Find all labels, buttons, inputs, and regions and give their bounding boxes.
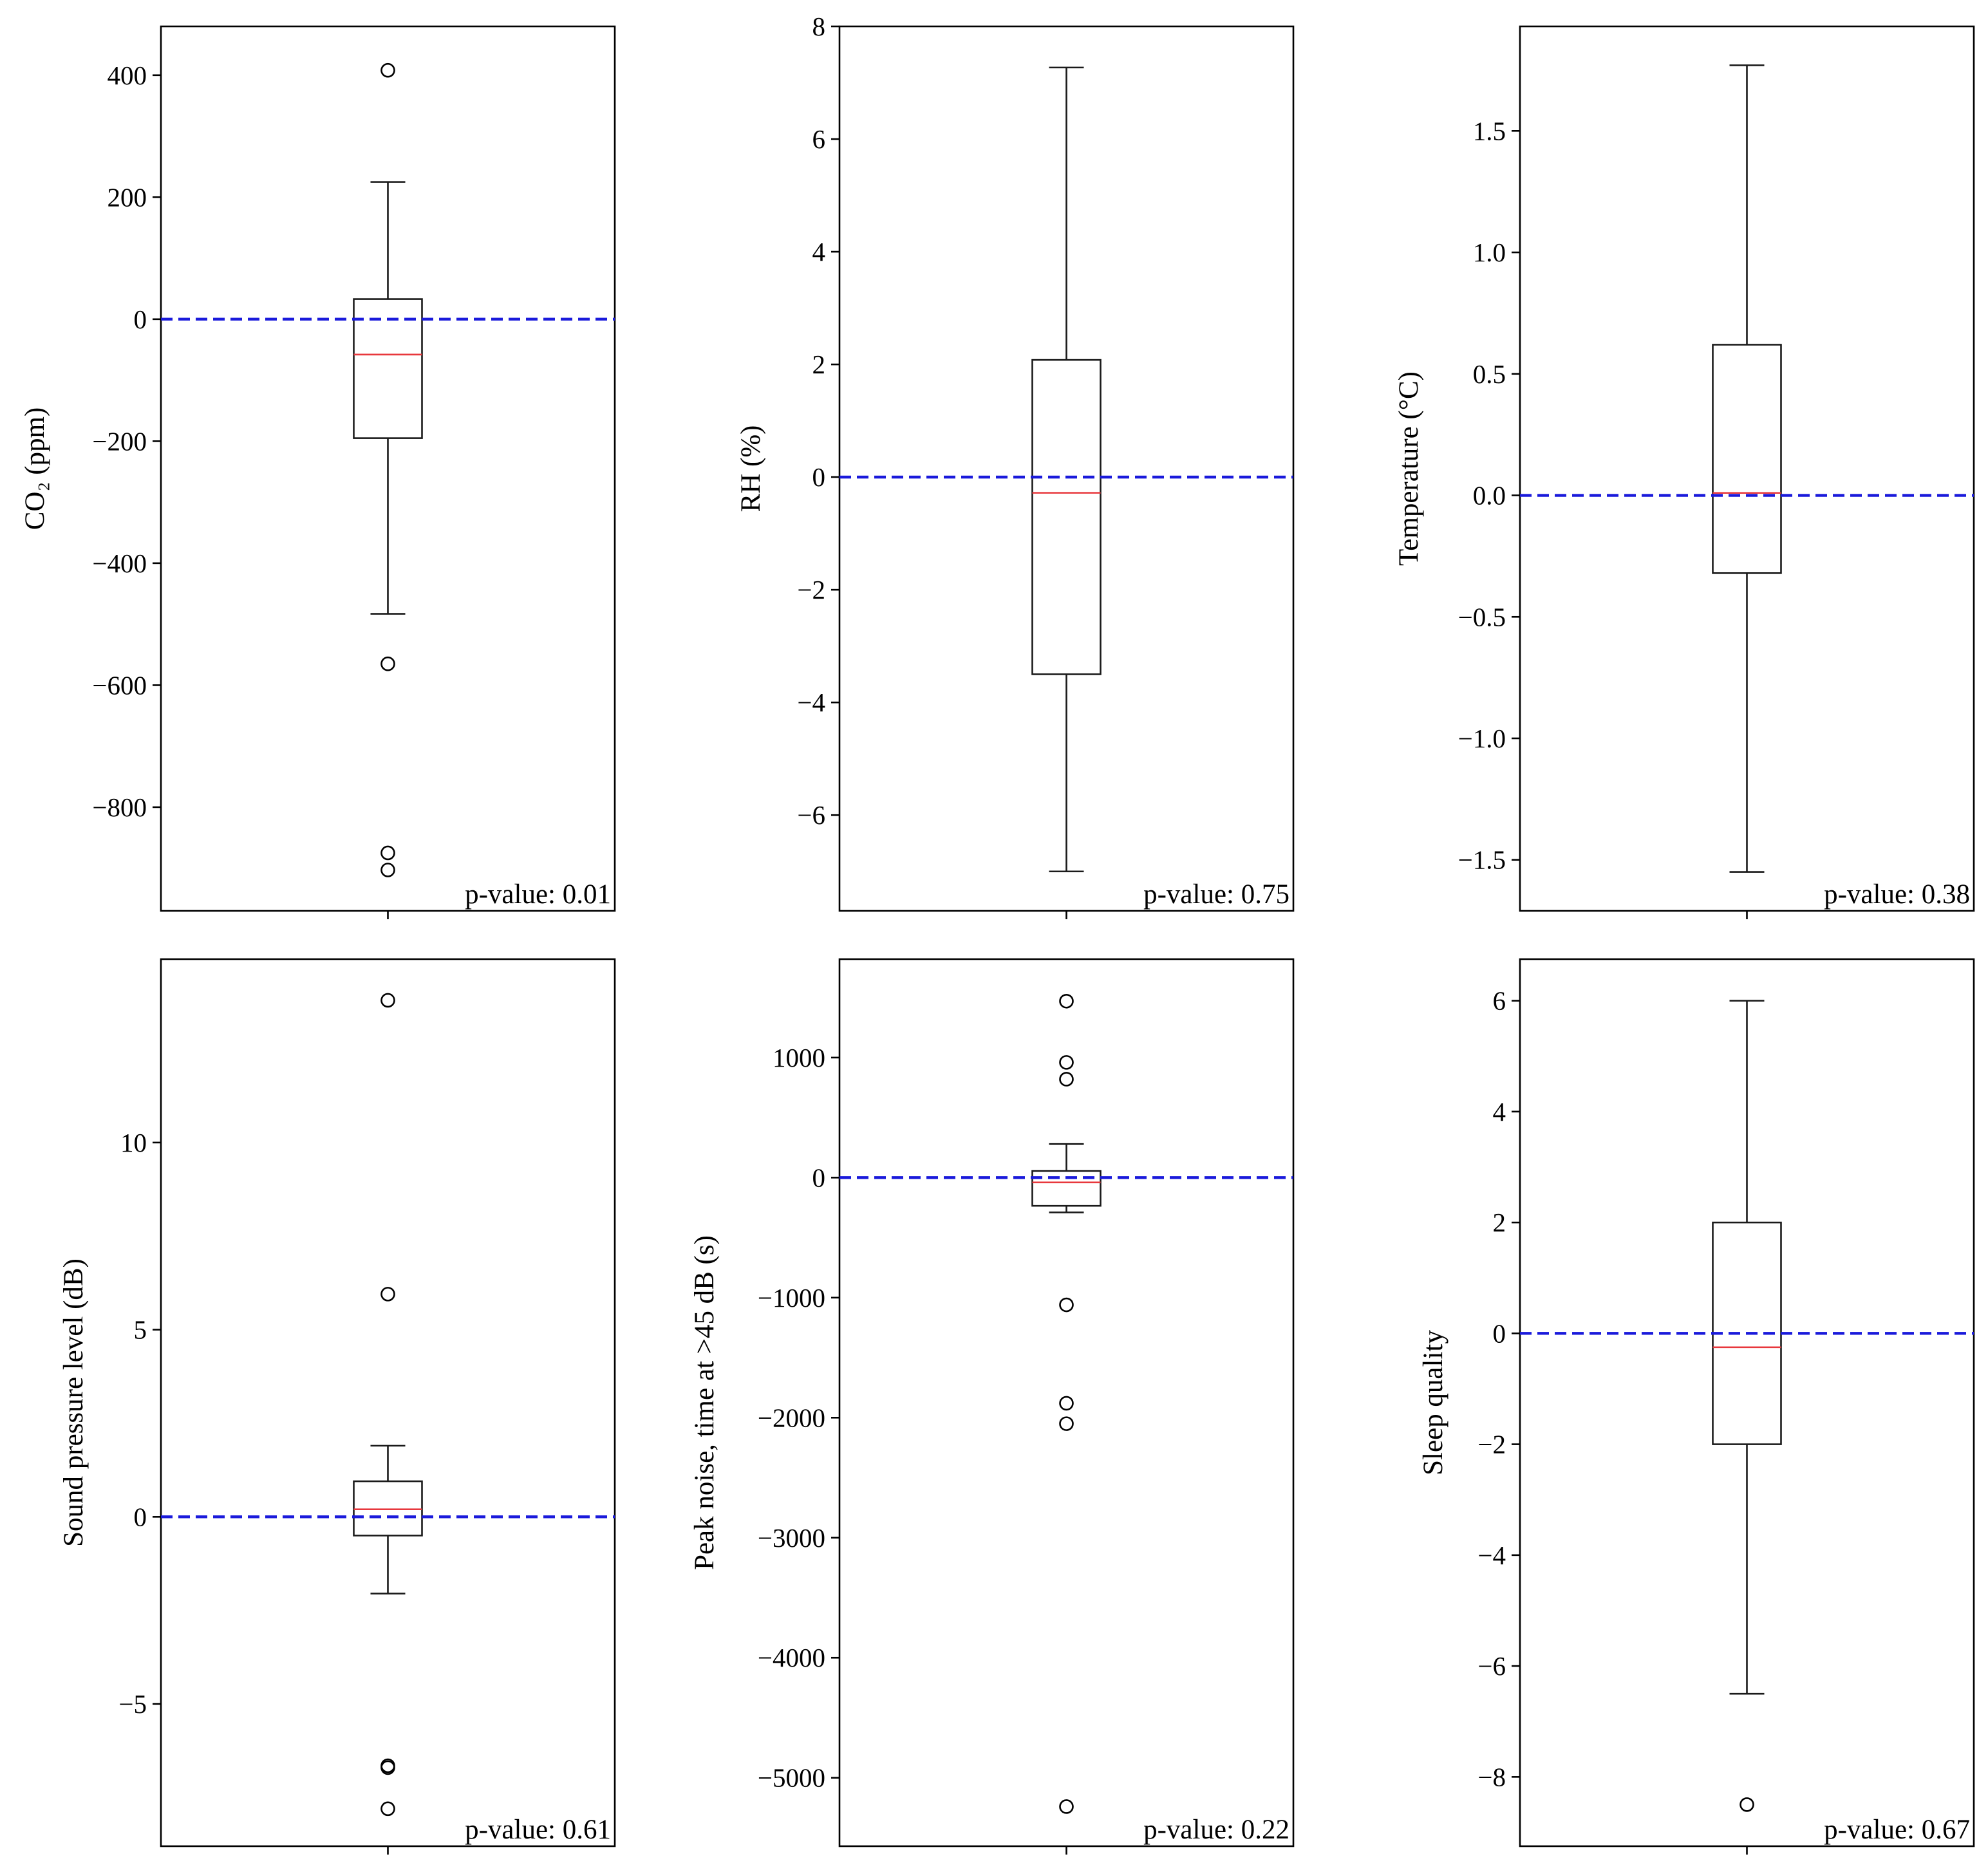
y-tick-label: −0.5: [1458, 602, 1506, 631]
iqr-box: [353, 298, 423, 439]
y-tick-label: −600: [92, 670, 147, 700]
y-tick-label: 1.5: [1473, 116, 1506, 145]
y-tick-label: 0: [812, 1163, 826, 1192]
p-value-annotation: p-value: 0.22: [1143, 1815, 1289, 1845]
outlier-point: [1059, 993, 1074, 1009]
y-tick-label: 200: [108, 182, 147, 212]
y-axis-label: CO₂ (ppm): [20, 407, 50, 530]
outlier-point: [380, 993, 395, 1008]
y-tick-label: 4: [1493, 1097, 1506, 1127]
subplot-1: 400 200 0 −200 −400 −600 −800 CO₂ (ppm) p-value:…: [20, 25, 616, 919]
outlier-point: [1059, 1055, 1074, 1070]
y-tick-label: −5: [118, 1689, 147, 1719]
y-tick-label: 0.0: [1473, 481, 1506, 510]
y-tick-label: −2000: [758, 1403, 825, 1432]
outlier-point: [1059, 1072, 1074, 1087]
y-tick-label: −2: [797, 575, 825, 604]
axes-frame: [160, 958, 616, 1847]
y-tick-label: −8: [1477, 1762, 1506, 1791]
y-tick-label: −6: [797, 800, 825, 830]
y-axis-label: RH (%): [736, 426, 766, 512]
y-tick-label: 1000: [773, 1043, 825, 1072]
y-tick-label: 6: [812, 124, 826, 154]
outlier-point: [380, 1801, 395, 1817]
p-value-annotation: p-value: 0.75: [1143, 879, 1289, 910]
y-tick-label: 2: [812, 350, 826, 379]
y-tick-label: 8: [812, 12, 826, 41]
y-tick-label: −1000: [758, 1283, 825, 1313]
y-tick-label: 4: [812, 237, 826, 267]
iqr-box: [1031, 1170, 1102, 1207]
outlier-point: [1059, 1396, 1074, 1411]
y-tick-label: 0.5: [1473, 359, 1506, 389]
y-axis-label: Peak noise, time at >45 dB (s): [689, 1235, 720, 1570]
iqr-box: [353, 1480, 423, 1537]
outlier-point: [1059, 1799, 1074, 1814]
subplot-2: 8 6 4 2 0 −2 −4 −6 RH (%) p-value: 0.75: [736, 12, 1295, 919]
subplot-3: 1.5 1.0 0.5 0.0 −0.5 −1.0 −1.5 Temperature (°C)…: [1394, 25, 1975, 919]
outlier-point: [380, 656, 395, 671]
y-tick-label: −2: [1477, 1430, 1506, 1459]
y-tick-label: −6: [1477, 1651, 1506, 1681]
p-value-annotation: p-value: 0.67: [1824, 1815, 1970, 1845]
y-tick-label: −5000: [758, 1763, 825, 1793]
y-tick-label: −200: [92, 426, 147, 456]
y-tick-label: −4: [1477, 1540, 1506, 1570]
p-value-annotation: p-value: 0.01: [465, 879, 611, 910]
iqr-box: [1031, 359, 1102, 675]
y-tick-label: 2: [1493, 1208, 1506, 1237]
outlier-point: [1059, 1416, 1074, 1431]
y-tick-label: −4000: [758, 1643, 825, 1672]
outlier-point: [1059, 1297, 1074, 1313]
subplot-6: 6 4 2 0 −2 −4 −6 −8 Sleep quality p-value: 0.67: [1418, 958, 1975, 1855]
y-tick-label: 10: [120, 1128, 147, 1157]
y-tick-label: −1.5: [1458, 845, 1506, 875]
y-tick-label: 0: [1493, 1318, 1506, 1348]
y-axis-label: Temperature (°C): [1394, 371, 1424, 566]
y-tick-label: 0: [134, 304, 147, 334]
y-tick-label: 6: [1493, 986, 1506, 1016]
axes-frame: [838, 958, 1295, 1847]
subplot-4: 10 5 0 −5 Sound pressure level (dB) p-value: …: [59, 958, 616, 1855]
y-tick-label: 400: [108, 61, 147, 90]
y-tick-label: 0: [812, 462, 826, 492]
y-tick-label: −4: [797, 687, 825, 717]
y-tick-label: −800: [92, 792, 147, 822]
p-value-annotation: p-value: 0.38: [1824, 879, 1970, 910]
subplot-5: 1000 0 −1000 −2000 −3000 −4000 −5000 Peak noise…: [689, 958, 1295, 1855]
y-tick-label: 0: [134, 1502, 147, 1531]
y-tick-label: −400: [92, 548, 147, 578]
p-value-annotation: p-value: 0.61: [465, 1815, 611, 1845]
y-axis-label: Sound pressure level (dB): [59, 1258, 89, 1547]
y-axis-label: Sleep quality: [1418, 1330, 1449, 1475]
outlier-point: [380, 845, 395, 861]
outlier-point: [380, 62, 395, 78]
iqr-box: [1712, 344, 1782, 574]
outlier-point: [1739, 1797, 1754, 1812]
outlier-point: [380, 863, 395, 877]
y-tick-label: −1.0: [1458, 724, 1506, 753]
y-tick-label: 5: [134, 1315, 147, 1345]
y-tick-label: 1.0: [1473, 238, 1506, 267]
outlier-point: [380, 1287, 395, 1302]
y-tick-label: −3000: [758, 1523, 825, 1553]
outlier-point: [380, 1760, 395, 1775]
